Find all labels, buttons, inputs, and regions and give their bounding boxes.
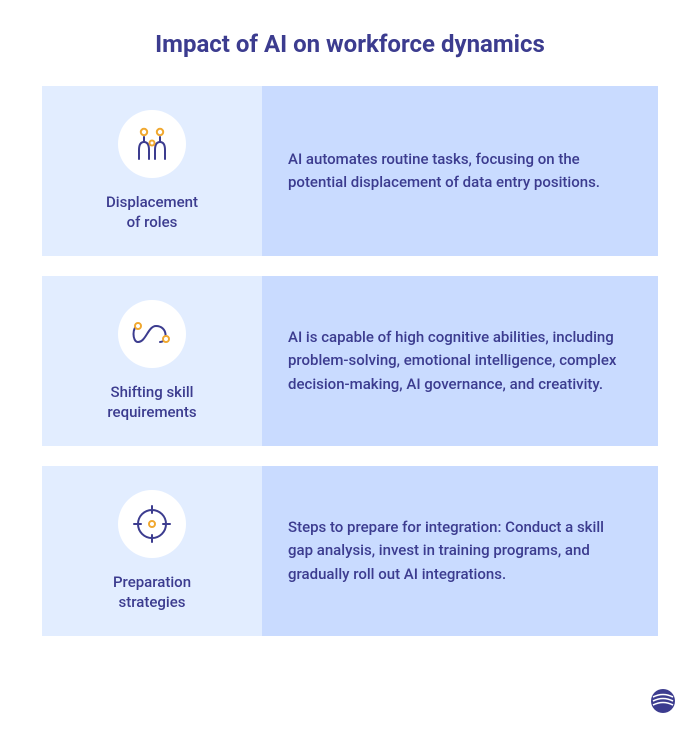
info-row: Displacementof roles AI automates routin… [42,86,658,256]
row-left: Shifting skillrequirements [42,276,262,446]
row-label: Shifting skillrequirements [107,382,196,423]
icon-circle [118,110,186,178]
info-row: Preparationstrategies Steps to prepare f… [42,466,658,636]
brand-logo-icon [648,686,678,716]
row-description: AI is capable of high cognitive abilitie… [288,326,632,396]
page-title: Impact of AI on workforce dynamics [42,30,658,58]
row-left: Preparationstrategies [42,466,262,636]
row-label: Displacementof roles [106,192,198,233]
row-label: Preparationstrategies [113,572,191,613]
target-icon [131,503,173,545]
row-right: Steps to prepare for integration: Conduc… [262,466,658,636]
icon-circle [118,490,186,558]
rows-container: Displacementof roles AI automates routin… [42,86,658,636]
row-description: AI automates routine tasks, focusing on … [288,148,632,195]
row-right: AI automates routine tasks, focusing on … [262,86,658,256]
row-right: AI is capable of high cognitive abilitie… [262,276,658,446]
info-row: Shifting skillrequirements AI is capable… [42,276,658,446]
path-icon [130,319,174,349]
icon-circle [118,300,186,368]
row-description: Steps to prepare for integration: Conduc… [288,516,632,586]
people-icon [131,123,173,165]
row-left: Displacementof roles [42,86,262,256]
